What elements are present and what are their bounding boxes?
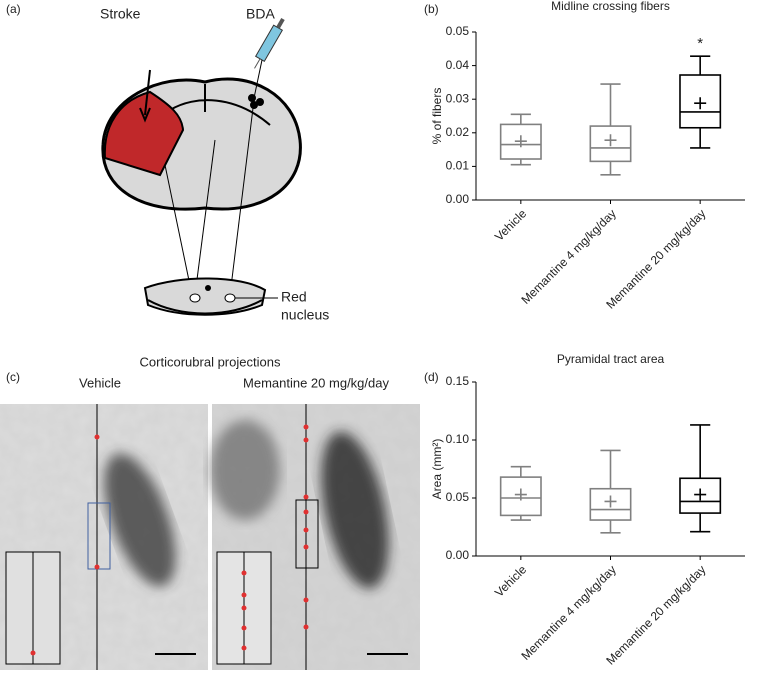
x-tick-label: Memantine 20 mg/kg/day bbox=[603, 206, 708, 311]
image-left bbox=[0, 404, 208, 670]
brainstem bbox=[143, 277, 267, 316]
mean bbox=[604, 495, 617, 508]
y-tick-label: 0.10 bbox=[446, 432, 470, 446]
mean bbox=[694, 97, 707, 110]
y-axis-label: Area (mm²) bbox=[430, 439, 444, 500]
panel-label: (d) bbox=[424, 370, 439, 384]
panel-label: (b) bbox=[424, 2, 439, 16]
panel-label: (c) bbox=[6, 370, 20, 384]
y-tick-label: 0.02 bbox=[446, 125, 470, 139]
y-tick-label: 0.03 bbox=[446, 91, 470, 105]
chart-title: Pyramidal tract area bbox=[557, 352, 665, 366]
y-tick-label: 0.00 bbox=[446, 548, 470, 562]
midline bbox=[169, 84, 271, 126]
image-title: Memantine 20 mg/kg/day bbox=[243, 375, 389, 390]
panel-label: (a) bbox=[6, 2, 21, 16]
annotation: * bbox=[697, 35, 703, 52]
y-tick-label: 0.00 bbox=[446, 192, 470, 206]
x-tick-label: Vehicle bbox=[492, 206, 529, 243]
mean bbox=[514, 488, 527, 501]
panel-title: Corticorubral projections bbox=[140, 354, 281, 369]
mean bbox=[694, 488, 707, 501]
box bbox=[499, 476, 542, 517]
micrographs: (c) Corticorubral projections Vehicle Me… bbox=[0, 354, 420, 670]
y-tick-label: 0.04 bbox=[446, 58, 470, 72]
y-tick-label: 0.05 bbox=[446, 24, 470, 38]
x-tick-label: Vehicle bbox=[492, 562, 529, 599]
x-tick-label: Memantine 4 mg/kg/day bbox=[518, 206, 618, 306]
stroke-label: Stroke bbox=[100, 6, 141, 22]
mean bbox=[514, 135, 527, 148]
arrow bbox=[144, 69, 151, 116]
red-nucleus-label: Red bbox=[281, 289, 307, 305]
bda-label: BDA bbox=[246, 6, 275, 22]
image-right bbox=[210, 404, 420, 670]
diagram: (a) Stroke BDA Red nucleus bbox=[6, 2, 329, 323]
mean bbox=[604, 134, 617, 147]
y-tick-label: 0.05 bbox=[446, 490, 470, 504]
x-tick-label: Memantine 20 mg/kg/day bbox=[603, 562, 708, 667]
stroke-region bbox=[103, 90, 185, 177]
x-tick-label: Memantine 4 mg/kg/day bbox=[518, 562, 618, 662]
y-axis-label: % of fibers bbox=[430, 88, 444, 145]
box bbox=[679, 74, 722, 129]
red-nucleus-label: nucleus bbox=[281, 307, 329, 323]
image-title: Vehicle bbox=[79, 375, 121, 390]
chart-title: Midline crossing fibers bbox=[551, 0, 670, 13]
y-tick-label: 0.15 bbox=[446, 374, 470, 388]
y-tick-label: 0.01 bbox=[446, 159, 470, 173]
